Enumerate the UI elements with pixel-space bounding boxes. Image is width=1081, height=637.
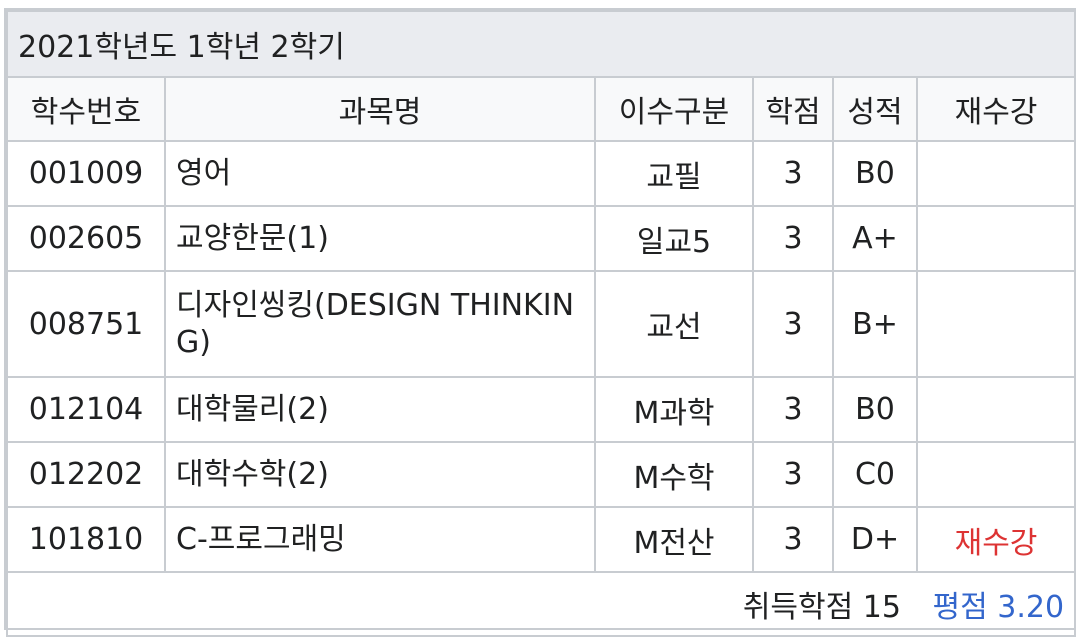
- column-header-row: 학수번호 과목명 이수구분 학점 성적 재수강: [6, 76, 1077, 142]
- course-category: M전산: [594, 506, 754, 573]
- course-code: 008751: [6, 270, 166, 378]
- column-header-code: 학수번호: [6, 76, 166, 142]
- course-name: C-프로그래밍: [164, 506, 596, 573]
- column-header-course-name: 과목명: [164, 76, 596, 142]
- course-retake: [915, 140, 1077, 207]
- summary-cell: 취득학점 15 평점 3.20: [5, 571, 1077, 637]
- gpa-text: 평점 3.20: [932, 590, 1065, 625]
- course-grade: A+: [832, 205, 918, 272]
- course-name: 영어: [164, 140, 596, 207]
- course-retake: 재수강: [915, 506, 1077, 573]
- course-grade: C0: [832, 441, 918, 508]
- column-header-retake: 재수강: [915, 76, 1077, 142]
- table-row: 012104 대학물리(2) M과학 3 B0: [6, 376, 1077, 443]
- course-code: 001009: [6, 140, 166, 207]
- course-retake: [915, 205, 1077, 272]
- table-row: 012202 대학수학(2) M수학 3 C0: [6, 441, 1077, 508]
- summary-row: 취득학점 15 평점 3.20: [5, 571, 1077, 637]
- column-header-category: 이수구분: [594, 76, 754, 142]
- course-category: 일교5: [594, 205, 754, 272]
- course-name: 대학수학(2): [164, 441, 596, 508]
- course-code: 101810: [6, 506, 166, 573]
- course-code: 002605: [6, 205, 166, 272]
- course-name: 대학물리(2): [164, 376, 596, 443]
- table-row: 101810 C-프로그래밍 M전산 3 D+ 재수강: [6, 506, 1077, 573]
- course-code: 012104: [6, 376, 166, 443]
- course-name: 교양한문(1): [164, 205, 596, 272]
- course-category: M과학: [594, 376, 754, 443]
- grade-table-container: 2021학년도 1학년 2학기 학수번호 과목명 이수구분 학점 성적 재수강 …: [4, 8, 1077, 637]
- course-category: 교필: [594, 140, 754, 207]
- course-credits: 3: [752, 140, 834, 207]
- course-grade: B0: [832, 376, 918, 443]
- course-credits: 3: [752, 270, 834, 378]
- course-credits: 3: [752, 506, 834, 573]
- course-credits: 3: [752, 441, 834, 508]
- course-name: 디자인씽킹(DESIGN THINKING): [164, 270, 596, 378]
- earned-credits-text: 취득학점 15: [742, 590, 901, 625]
- course-category: 교선: [594, 270, 754, 378]
- table-row: 001009 영어 교필 3 B0: [6, 140, 1077, 207]
- course-grade: B0: [832, 140, 918, 207]
- semester-title: 2021학년도 1학년 2학기: [5, 10, 1077, 78]
- table-row: 008751 디자인씽킹(DESIGN THINKING) 교선 3 B+: [6, 270, 1077, 378]
- course-credits: 3: [752, 376, 834, 443]
- table-title-row: 2021학년도 1학년 2학기: [5, 10, 1077, 78]
- course-retake: [915, 270, 1077, 378]
- grade-table: 2021학년도 1학년 2학기 학수번호 과목명 이수구분 학점 성적 재수강 …: [5, 10, 1077, 637]
- course-grade: D+: [832, 506, 918, 573]
- course-credits: 3: [752, 205, 834, 272]
- course-grade: B+: [832, 270, 918, 378]
- course-category: M수학: [594, 441, 754, 508]
- course-code: 012202: [6, 441, 166, 508]
- column-header-grade: 성적: [832, 76, 918, 142]
- table-row: 002605 교양한문(1) 일교5 3 A+: [6, 205, 1077, 272]
- column-header-credits: 학점: [752, 76, 834, 142]
- course-retake: [915, 441, 1077, 508]
- course-retake: [915, 376, 1077, 443]
